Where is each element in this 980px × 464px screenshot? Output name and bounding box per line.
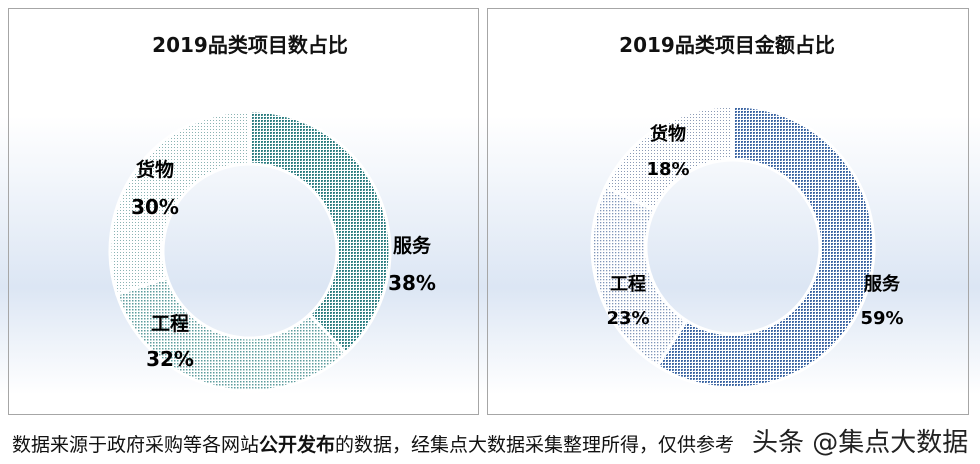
value-engineering-count: 32% [146,347,194,371]
value-services-count: 38% [388,271,436,295]
value-goods-amount: 18% [646,159,689,180]
donut-slice-services [248,109,392,356]
source-note-pre: 数据来源于政府采购等各网站 [12,434,260,456]
chart-title-count: 2019品类项目数占比 [152,33,348,57]
label-goods-count: 货物 [136,158,174,181]
label-engineering-count: 工程 [151,313,189,335]
donut-slice-services [655,104,876,390]
chart-panel-count [8,8,479,415]
watermark: 头条 @集点大数据 [752,428,969,458]
source-note-post: 的数据，经集点大数据采集整理所得，仅供参考 [335,434,735,456]
value-engineering-amount: 23% [606,308,649,329]
source-note: 数据来源于政府采购等各网站公开发布的数据，经集点大数据采集整理所得，仅供参考 [12,430,734,457]
donut-slice-goods [108,109,252,297]
label-goods-amount: 货物 [650,123,686,145]
label-services-count: 服务 [393,234,432,257]
label-services-amount: 服务 [864,273,901,295]
value-goods-count: 30% [131,195,179,219]
chart-title-amount: 2019品类项目金额占比 [619,33,835,57]
donut-slice-engineering [114,275,348,393]
value-services-amount: 59% [860,308,903,329]
chart-panel-amount [487,8,969,415]
source-note-bold: 公开发布 [259,434,336,456]
donut-slice-goods [603,104,735,212]
label-engineering-amount: 工程 [610,274,646,295]
